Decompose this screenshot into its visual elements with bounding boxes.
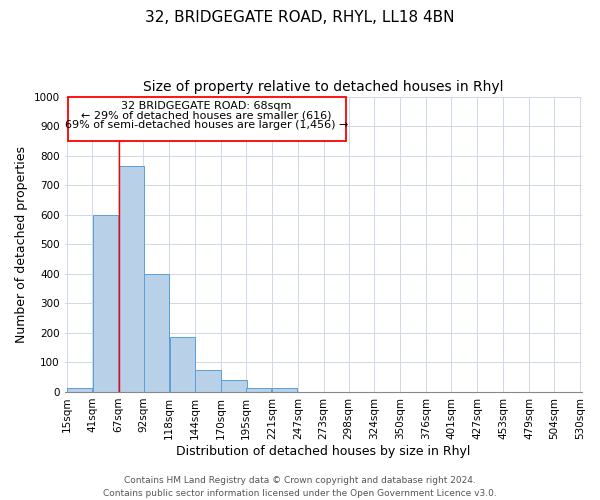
Bar (170, 338, 195, 392)
Text: Contains HM Land Registry data © Crown copyright and database right 2024.
Contai: Contains HM Land Registry data © Crown c… (103, 476, 497, 498)
Bar (272, 388, 298, 392)
Bar (119, 166, 144, 392)
Bar (247, 388, 271, 392)
Text: ← 29% of detached houses are smaller (616): ← 29% of detached houses are smaller (61… (82, 110, 332, 120)
Bar (68, 96, 346, 141)
Text: 32 BRIDGEGATE ROAD: 68sqm: 32 BRIDGEGATE ROAD: 68sqm (121, 101, 292, 111)
Text: 69% of semi-detached houses are larger (1,456) →: 69% of semi-detached houses are larger (… (65, 120, 348, 130)
Bar (143, 274, 169, 392)
Text: 32, BRIDGEGATE ROAD, RHYL, LL18 4BN: 32, BRIDGEGATE ROAD, RHYL, LL18 4BN (145, 10, 455, 25)
Y-axis label: Number of detached properties: Number of detached properties (15, 146, 28, 343)
X-axis label: Distribution of detached houses by size in Rhyl: Distribution of detached houses by size … (176, 444, 470, 458)
Bar (221, 380, 247, 392)
Bar (93, 214, 118, 392)
Title: Size of property relative to detached houses in Rhyl: Size of property relative to detached ho… (143, 80, 503, 94)
Bar (196, 370, 221, 392)
Bar (67, 388, 92, 392)
